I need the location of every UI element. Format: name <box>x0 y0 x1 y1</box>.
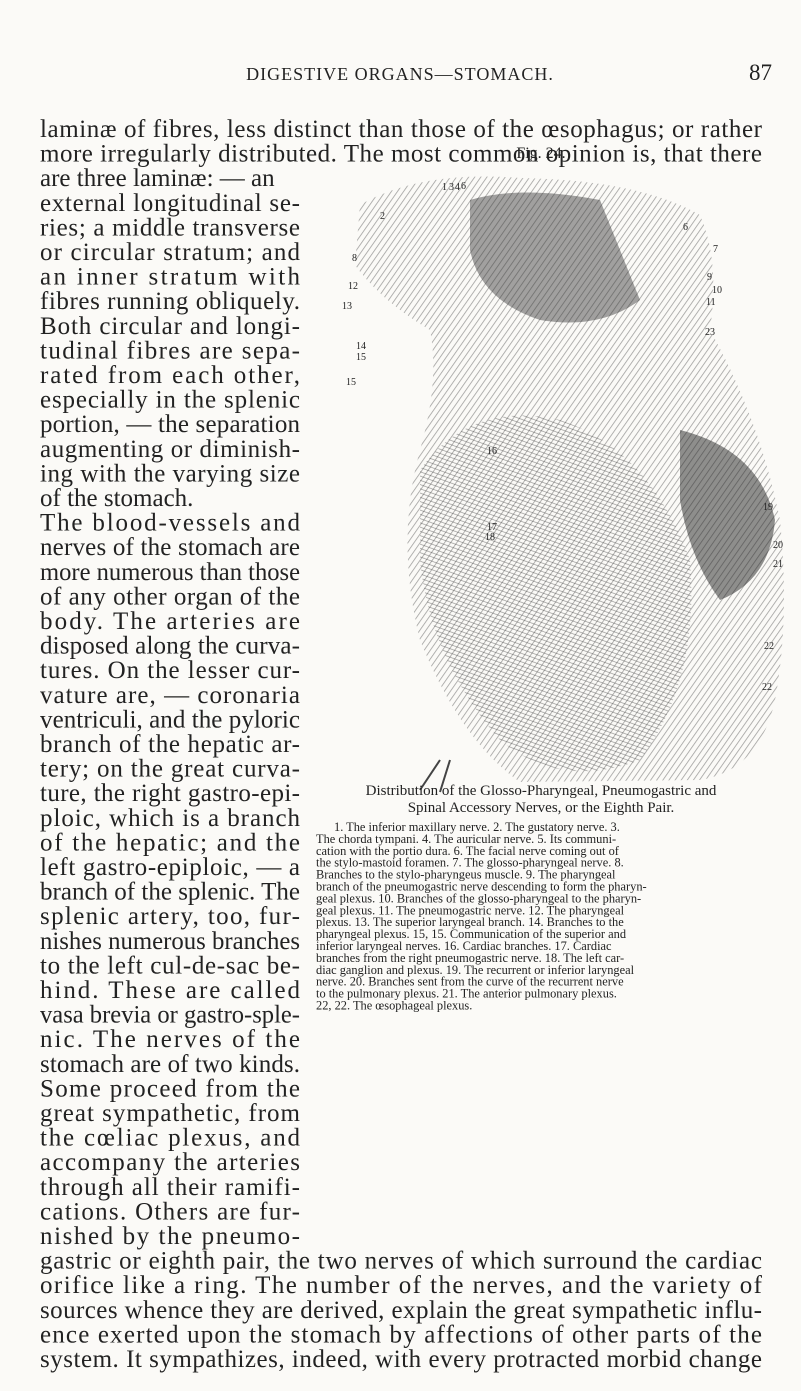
body-line: nic. The nerves of the <box>40 1026 300 1053</box>
body-line: ploic, which is a branch <box>40 805 301 832</box>
body-line: system. It sympathizes, indeed, with eve… <box>40 1346 762 1373</box>
figure-legend-line: branch of the pneumogastric nerve descen… <box>316 880 647 894</box>
figure-callout: 14 <box>356 341 366 352</box>
body-line: orifice like a ring. The number of the n… <box>40 1272 763 1299</box>
figure-callout: 22 <box>764 641 774 652</box>
body-line: vasa brevia or gastro-sple- <box>40 1002 300 1029</box>
figure-callout: 19 <box>763 502 773 513</box>
body-line: external longitudinal se- <box>40 190 300 217</box>
figure-legend-line: branches from the right pneumogastric ne… <box>316 951 624 965</box>
body-line: of the stomach. <box>40 485 193 512</box>
body-line: tures. On the lesser cur- <box>40 657 300 684</box>
body-line: left gastro-epiploic, — a <box>40 854 300 881</box>
figure-legend-line: geal plexus. 10. Branches of the glosso-… <box>316 891 641 905</box>
body-line: the cœliac plexus, and <box>40 1125 301 1152</box>
body-line: gastric or eighth pair, the two nerves o… <box>40 1248 762 1275</box>
body-line: nerves of the stomach are <box>40 534 300 561</box>
figure-callout: 23 <box>705 327 715 338</box>
body-line: tudinal fibres are sepa- <box>40 337 300 364</box>
figure-legend-line: plexus. 13. The superior laryngeal branc… <box>316 915 624 929</box>
body-line: cations. Others are fur- <box>40 1198 300 1225</box>
figure-callout: 2 <box>380 211 385 222</box>
body-line: more irregularly distributed. The most c… <box>40 141 762 168</box>
figure-callout: 8 <box>352 253 357 264</box>
page-number: 87 <box>749 60 772 85</box>
figure-callout: 15 <box>346 377 356 388</box>
figure-legend-line: cation with the portio dura. 6. The faci… <box>316 844 620 858</box>
body-line: ence exerted upon the stomach by affecti… <box>40 1321 762 1348</box>
body-line: The blood-vessels and <box>40 510 301 537</box>
body-line: ture, the right gastro-epi- <box>40 780 300 807</box>
figure-legend-line: nerve. 20. Branches sent from the curve … <box>316 975 624 989</box>
body-line: are three laminæ: — an <box>40 165 275 192</box>
body-line: rated from each other, <box>40 362 300 389</box>
figure-callout: 18 <box>485 532 495 543</box>
figure-callout: 17 <box>487 522 497 533</box>
body-line: of any other organ of the <box>40 583 300 610</box>
figure-callout: 9 <box>707 272 712 283</box>
figure-callout: 16 <box>487 446 497 457</box>
figure-legend-line: 22, 22. The œsophageal plexus. <box>316 999 472 1013</box>
body-line: splenic artery, too, fur- <box>40 903 300 930</box>
body-line: an inner stratum with <box>40 264 301 291</box>
figure-callout: 3 <box>449 182 454 193</box>
body-line: Some proceed from the <box>40 1075 300 1102</box>
running-head: DIGESTIVE ORGANS—STOMACH. <box>246 64 554 84</box>
figure-legend-line: The chorda tympani. 4. The auricular ner… <box>316 832 616 846</box>
body-line: augmenting or diminish- <box>40 436 300 463</box>
body-line: to the left cul-de-sac be- <box>40 952 300 979</box>
body-line: ries; a middle transverse <box>40 214 300 241</box>
figure-label: Fig. 24. <box>516 145 565 162</box>
body-line: ing with the varying size <box>40 460 300 487</box>
figure-legend-line: to the pulmonary plexus. 21. The anterio… <box>316 987 617 1001</box>
body-line: body. The arteries are <box>40 608 300 635</box>
body-line: ventriculi, and the pyloric <box>40 706 300 733</box>
body-line: branch of the splenic. The <box>40 879 300 906</box>
body-line: fibres running obliquely. <box>40 288 300 315</box>
body-line: nishes numerous branches <box>40 928 300 955</box>
figure-callout: 4 <box>455 182 460 193</box>
figure-caption: Distribution of the Glosso-Pharyngeal, P… <box>366 783 717 799</box>
figure-legend-line: geal plexus. 11. The pneumogastric nerve… <box>316 903 625 917</box>
figure-callout: 11 <box>706 297 716 308</box>
body-line: portion, — the separation <box>40 411 301 438</box>
body-line: disposed along the curva- <box>40 633 300 660</box>
figure-caption: Spinal Accessory Nerves, or the Eighth P… <box>408 800 675 816</box>
figure-callout: 21 <box>773 559 783 570</box>
figure-legend-line: 1. The inferior maxillary nerve. 2. The … <box>334 820 620 834</box>
figure-callout: 13 <box>342 301 352 312</box>
body-line: accompany the arteries <box>40 1149 300 1176</box>
body-line: branch of the hepatic ar- <box>40 731 300 758</box>
figure-callout: 6 <box>683 222 688 233</box>
figure-legend-line: Branches to the stylo-pharyngeus muscle.… <box>316 868 616 882</box>
figure-callout: 22 <box>762 682 772 693</box>
body-line: Both circular and longi- <box>40 313 300 340</box>
figure-callout: 7 <box>713 244 718 255</box>
figure-illustration <box>355 176 784 793</box>
figure-legend-line: diac ganglion and plexus. 19. The recurr… <box>316 963 635 977</box>
figure-legend-line: inferior laryngeal nerves. 16. Cardiac b… <box>316 939 612 953</box>
figure-callout: 1 <box>442 182 447 193</box>
body-line: especially in the splenic <box>40 387 300 414</box>
figure-legend-line: the stylo-mastoid foramen. 7. The glosso… <box>316 856 624 870</box>
body-line: hind. These are called <box>40 977 301 1004</box>
body-line: laminæ of fibres, less distinct than tho… <box>40 116 763 143</box>
body-line: of the hepatic; and the <box>40 829 300 856</box>
figure-callout: 6 <box>461 181 466 192</box>
body-line: nished by the pneumo- <box>40 1223 300 1250</box>
figure-callout: 12 <box>348 281 358 292</box>
body-line: tery; on the great curva- <box>40 756 300 783</box>
figure-callout: 10 <box>712 285 722 296</box>
body-line: great sympathetic, from <box>40 1100 301 1127</box>
body-line: vature are, — coronaria <box>40 682 300 709</box>
body-line: sources whence they are derived, explain… <box>40 1297 762 1324</box>
figure-callout: 15 <box>356 352 366 363</box>
body-line: more numerous than those <box>40 559 300 586</box>
figure-legend-line: pharyngeal plexus. 15, 15. Communication… <box>316 927 627 941</box>
body-line: stomach are of two kinds. <box>40 1051 300 1078</box>
body-line: or circular stratum; and <box>40 239 301 266</box>
body-line: through all their ramifi- <box>40 1174 300 1201</box>
figure-callout: 20 <box>773 540 783 551</box>
